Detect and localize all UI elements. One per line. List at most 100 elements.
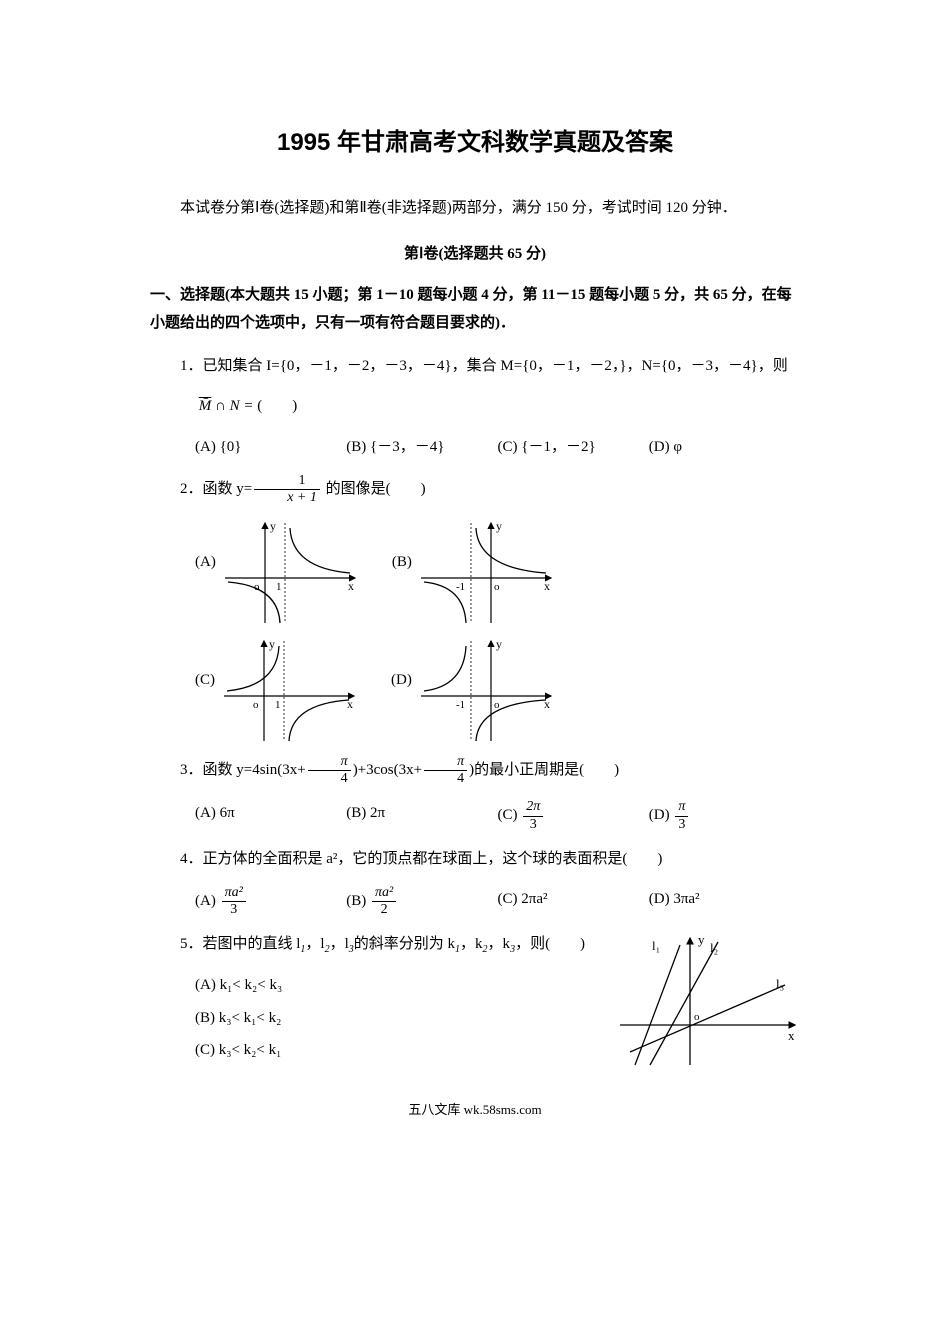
svg-text:x: x (544, 579, 550, 593)
q3-option-c: (C) 2π3 (498, 799, 649, 832)
q2-graph-c: (C) x y o 1 (195, 636, 359, 746)
q3-f1-den: 4 (308, 771, 351, 787)
svg-text:1: 1 (276, 581, 282, 593)
q1-expr-mid: ∩ N = (215, 398, 253, 414)
q1-text: 1．已知集合 I={0，－1，－2，－3，－4}，集合 M={0，－1，－2，}… (180, 358, 788, 374)
q5-stem: 5．若图中的直线 l1，l2，l3的斜率分别为 k1，k2，k3，则( ) (150, 930, 610, 959)
q2-stem: 2．函数 y=1x + 1 的图像是( ) (150, 473, 800, 506)
q4-options: (A) πa²3 (B) πa²2 (C) 2πa² (D) 3πa² (150, 885, 800, 918)
graph-a-svg: x y o 1 (220, 518, 360, 628)
q5-m5: ，k (488, 936, 511, 952)
q2-frac-den: x + 1 (254, 490, 320, 506)
svg-text:o: o (694, 1011, 700, 1023)
q3-c-num: 2π (523, 799, 543, 816)
q2-label-a: (A) (195, 548, 216, 577)
svg-text:x: x (348, 579, 354, 593)
q1-stem: 1．已知集合 I={0，－1，－2，－3，－4}，集合 M={0，－1，－2，}… (150, 352, 800, 381)
q4-b-pre: (B) (346, 893, 370, 909)
q4-b-num: πa² (372, 885, 396, 902)
q3-d-pre: (D) (649, 808, 674, 824)
q3-frac2: π4 (424, 754, 467, 787)
q4-a-den: 3 (222, 902, 246, 918)
q3-c-pre: (C) (498, 808, 522, 824)
page-footer: 五八文库 wk.58sms.com (150, 1098, 800, 1123)
q1-expr-suf: ( ) (257, 398, 297, 414)
svg-text:o: o (494, 581, 500, 593)
q2-graph-row-1: (A) x y o 1 (B) x y o -1 (150, 518, 800, 628)
q4-a-pre: (A) (195, 893, 220, 909)
q5-post: ，则( ) (515, 936, 585, 952)
q5-l2-label: l₂ (710, 940, 718, 955)
q2-post: 的图像是( ) (322, 481, 426, 497)
q3-option-d: (D) π3 (649, 799, 800, 832)
q2-graph-a: (A) x y o 1 (195, 518, 360, 628)
q5-options: (A) k₁< k₂< k₃ (B) k₃< k₁< k₂ (C) k₃< k₂… (150, 971, 610, 1065)
q4-a-num: πa² (222, 885, 246, 902)
svg-text:o: o (253, 699, 259, 711)
q3-d-den: 3 (675, 817, 688, 833)
q1-options: (A) {0} (B) {－3，－4} (C) {－1，－2} (D) φ (150, 433, 800, 462)
svg-text:y: y (698, 932, 705, 947)
q1-option-d: (D) φ (649, 433, 800, 462)
svg-text:o: o (254, 581, 260, 593)
q5-m1: ，l (305, 936, 324, 952)
section-head: 一、选择题(本大题共 15 小题；第 1－10 题每小题 4 分，第 11－15… (150, 281, 800, 338)
q3-frac1: π4 (308, 754, 351, 787)
q4-option-c: (C) 2πa² (498, 885, 649, 918)
q1-option-a: (A) {0} (195, 433, 346, 462)
q3-f1-num: π (308, 754, 351, 771)
intro-text: 本试卷分第Ⅰ卷(选择题)和第Ⅱ卷(非选择题)两部分，满分 150 分，考试时间 … (150, 194, 800, 223)
q5-l1-label: l₁ (652, 938, 660, 953)
q1-option-c: (C) {－1，－2} (498, 433, 649, 462)
q4-b-den: 2 (372, 902, 396, 918)
svg-text:x: x (788, 1028, 795, 1043)
q2-label-d: (D) (391, 666, 412, 695)
q3-c-den: 3 (523, 817, 543, 833)
q2-label-c: (C) (195, 666, 215, 695)
svg-text:y: y (269, 637, 275, 651)
svg-text:y: y (270, 519, 276, 533)
q5-m4: ，k (460, 936, 483, 952)
q2-frac-num: 1 (254, 473, 320, 490)
svg-text:x: x (347, 697, 353, 711)
q2-graph-d: (D) x y o -1 (391, 636, 556, 746)
q1-expr-pre: M̄ (199, 398, 212, 414)
q5-l3-label: l₃ (776, 976, 784, 991)
svg-text:y: y (496, 519, 502, 533)
q1-option-b: (B) {－3，－4} (346, 433, 497, 462)
q4-option-d: (D) 3πa² (649, 885, 800, 918)
q4-option-a: (A) πa²3 (195, 885, 346, 918)
q3-pre: 3．函数 y=4sin(3x+ (180, 762, 306, 778)
q3-f2-num: π (424, 754, 467, 771)
q5-m2: ，l (330, 936, 349, 952)
q5-m3: 的斜率分别为 k (354, 936, 455, 952)
q2-pre: 2．函数 y= (180, 481, 252, 497)
svg-text:-1: -1 (456, 581, 465, 593)
page-title: 1995 年甘肃高考文科数学真题及答案 (150, 120, 800, 166)
q5-block: 5．若图中的直线 l1，l2，l3的斜率分别为 k1，k2，k3，则( ) (A… (150, 930, 800, 1070)
q3-stem: 3．函数 y=4sin(3x+π4)+3cos(3x+π4)的最小正周期是( ) (150, 754, 800, 787)
q3-options: (A) 6π (B) 2π (C) 2π3 (D) π3 (150, 799, 800, 832)
svg-text:x: x (544, 697, 550, 711)
graph-b-svg: x y o -1 (416, 518, 556, 628)
q3-post: )的最小正周期是( ) (469, 762, 619, 778)
graph-c-svg: x y o 1 (219, 636, 359, 746)
q3-option-a: (A) 6π (195, 799, 346, 832)
q2-graph-b: (B) x y o -1 (392, 518, 556, 628)
q3-d-num: π (675, 799, 688, 816)
q2-frac: 1x + 1 (254, 473, 320, 506)
section-1-title: 第Ⅰ卷(选择题共 65 分) (150, 240, 800, 269)
q2-graph-row-2: (C) x y o 1 (D) x y o -1 (150, 636, 800, 746)
q4-option-b: (B) πa²2 (346, 885, 497, 918)
q5-option-c: (C) k₃< k₂< k₁ (195, 1036, 610, 1065)
q2-label-b: (B) (392, 548, 412, 577)
q5-graph: x y o l₁ l₂ l₃ (610, 930, 800, 1070)
svg-text:1: 1 (275, 699, 281, 711)
q3-mid: )+3cos(3x+ (353, 762, 422, 778)
q3-f2-den: 4 (424, 771, 467, 787)
q5-pre: 5．若图中的直线 l (180, 936, 300, 952)
q1-expr: M̄ ∩ N = ( ) (150, 392, 800, 421)
svg-text:-1: -1 (456, 699, 465, 711)
q5-option-a: (A) k₁< k₂< k₃ (195, 971, 610, 1000)
q3-option-b: (B) 2π (346, 799, 497, 832)
